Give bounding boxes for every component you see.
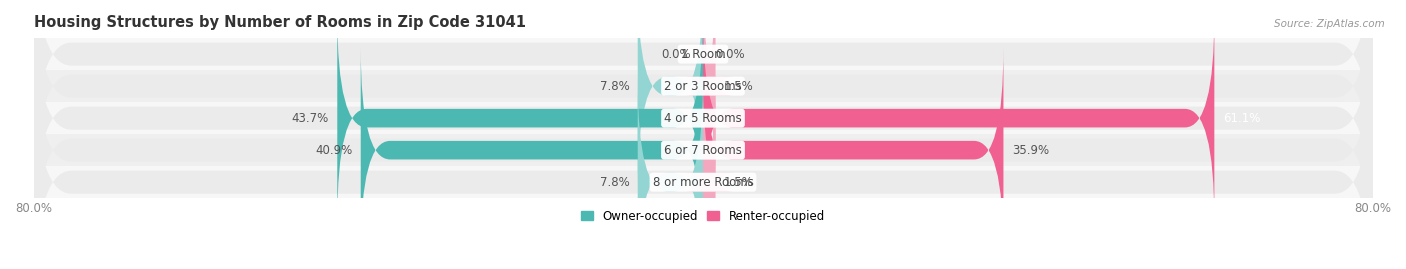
FancyBboxPatch shape: [34, 0, 1372, 251]
FancyBboxPatch shape: [638, 0, 703, 189]
FancyBboxPatch shape: [686, 79, 733, 269]
FancyBboxPatch shape: [34, 0, 1372, 187]
Text: 0.0%: 0.0%: [716, 48, 745, 61]
Bar: [34, 38, 1372, 70]
Text: Source: ZipAtlas.com: Source: ZipAtlas.com: [1274, 19, 1385, 29]
FancyBboxPatch shape: [638, 79, 703, 269]
FancyBboxPatch shape: [703, 15, 1215, 221]
Text: 61.1%: 61.1%: [1223, 112, 1260, 125]
Text: 6 or 7 Rooms: 6 or 7 Rooms: [664, 144, 742, 157]
Bar: [34, 166, 1372, 198]
Bar: [34, 70, 1372, 102]
FancyBboxPatch shape: [34, 0, 1372, 219]
FancyBboxPatch shape: [34, 18, 1372, 269]
Text: 2 or 3 Rooms: 2 or 3 Rooms: [664, 80, 742, 93]
Text: 7.8%: 7.8%: [599, 176, 630, 189]
Text: 1.5%: 1.5%: [724, 176, 754, 189]
FancyBboxPatch shape: [34, 50, 1372, 269]
Text: 40.9%: 40.9%: [315, 144, 353, 157]
Bar: [34, 102, 1372, 134]
FancyBboxPatch shape: [337, 15, 703, 221]
Text: 8 or more Rooms: 8 or more Rooms: [652, 176, 754, 189]
Text: 7.8%: 7.8%: [599, 80, 630, 93]
Text: 4 or 5 Rooms: 4 or 5 Rooms: [664, 112, 742, 125]
FancyBboxPatch shape: [361, 47, 703, 253]
Text: 1 Room: 1 Room: [681, 48, 725, 61]
Legend: Owner-occupied, Renter-occupied: Owner-occupied, Renter-occupied: [576, 205, 830, 228]
Text: Housing Structures by Number of Rooms in Zip Code 31041: Housing Structures by Number of Rooms in…: [34, 15, 526, 30]
Bar: [34, 134, 1372, 166]
Text: 35.9%: 35.9%: [1012, 144, 1049, 157]
FancyBboxPatch shape: [703, 47, 1004, 253]
Text: 43.7%: 43.7%: [291, 112, 329, 125]
Text: 1.5%: 1.5%: [724, 80, 754, 93]
Text: 0.0%: 0.0%: [661, 48, 690, 61]
FancyBboxPatch shape: [686, 0, 733, 189]
